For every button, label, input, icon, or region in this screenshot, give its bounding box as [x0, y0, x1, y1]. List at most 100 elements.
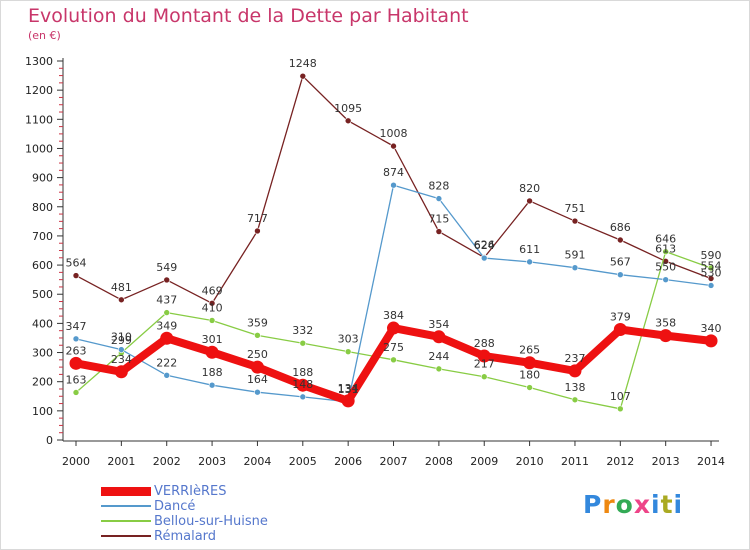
logo-letter: t — [660, 490, 674, 519]
data-point — [526, 197, 533, 205]
data-label: 299 — [111, 334, 132, 347]
data-point — [659, 329, 673, 343]
data-point — [662, 248, 669, 255]
data-label: 134 — [338, 382, 359, 395]
data-label: 613 — [655, 242, 676, 255]
data-label: 163 — [66, 373, 87, 386]
data-label: 626 — [474, 238, 495, 251]
legend-label: Rémalard — [154, 529, 217, 544]
data-point — [254, 227, 261, 235]
data-label: 347 — [66, 320, 87, 333]
y-tick-label: 1000 — [25, 142, 53, 155]
logo-letter: i — [673, 490, 684, 519]
data-label: 828 — [428, 180, 449, 193]
data-label: 549 — [156, 261, 177, 274]
data-point — [571, 396, 579, 404]
x-tick-label: 2002 — [153, 455, 181, 468]
data-label: 340 — [701, 322, 722, 335]
data-label: 301 — [202, 333, 223, 346]
data-label: 263 — [66, 344, 87, 357]
logo-letter: r — [602, 490, 616, 519]
data-point — [163, 371, 171, 379]
data-point — [390, 181, 397, 189]
y-tick-label: 1100 — [25, 113, 53, 126]
y-tick-label: 100 — [32, 405, 53, 418]
x-tick-label: 2004 — [243, 455, 271, 468]
data-point — [617, 405, 624, 413]
x-tick-label: 2007 — [380, 455, 408, 468]
x-tick-label: 2014 — [697, 455, 725, 468]
data-label: 303 — [338, 333, 359, 346]
data-point — [432, 330, 446, 344]
x-tick-label: 2000 — [62, 455, 90, 468]
x-tick-label: 2001 — [107, 455, 135, 468]
data-point — [480, 373, 488, 381]
y-tick-label: 500 — [32, 288, 53, 301]
data-label: 751 — [564, 202, 585, 215]
data-point — [118, 346, 125, 353]
data-point — [526, 258, 533, 266]
data-point — [704, 334, 718, 348]
data-label: 715 — [428, 213, 449, 226]
data-point — [617, 271, 624, 278]
y-tick-label: 400 — [32, 317, 53, 330]
data-label: 646 — [655, 233, 676, 246]
data-point — [344, 348, 352, 355]
logo-letter: P — [583, 490, 603, 519]
data-label: 148 — [292, 378, 313, 391]
x-tick-label: 2010 — [516, 455, 544, 468]
data-label: 288 — [474, 337, 495, 350]
data-label: 265 — [519, 344, 540, 357]
x-tick-label: 2006 — [334, 455, 362, 468]
data-label: 564 — [66, 257, 87, 270]
legend-label: Dancé — [154, 499, 196, 514]
data-label: 469 — [202, 284, 223, 297]
x-tick-label: 2005 — [289, 455, 317, 468]
y-tick-label: 900 — [32, 172, 53, 185]
data-point — [344, 117, 352, 125]
x-tick-label: 2011 — [561, 455, 589, 468]
legend-item: Dancé — [101, 499, 351, 514]
data-label: 820 — [519, 182, 540, 195]
data-point — [480, 254, 488, 262]
data-label: 481 — [111, 281, 132, 294]
data-point — [72, 272, 80, 279]
data-label: 237 — [564, 352, 585, 365]
data-label: 591 — [564, 249, 585, 262]
data-label: 354 — [428, 318, 449, 331]
data-point — [296, 378, 310, 392]
logo-letter: o — [615, 490, 634, 519]
data-label: 624 — [474, 239, 495, 252]
data-point — [435, 228, 443, 235]
data-label: 107 — [610, 390, 631, 403]
x-tick-label: 2013 — [652, 455, 680, 468]
data-label: 275 — [383, 341, 404, 354]
data-label: 349 — [156, 319, 177, 332]
data-point — [250, 360, 264, 374]
data-point — [254, 332, 261, 339]
data-label: 567 — [610, 256, 631, 269]
y-tick-label: 200 — [32, 376, 53, 389]
data-label: 180 — [519, 369, 540, 382]
data-point — [114, 365, 128, 379]
x-tick-label: 2012 — [606, 455, 634, 468]
legend-swatch — [101, 520, 151, 522]
data-label: 332 — [292, 324, 313, 337]
data-point — [435, 195, 443, 202]
data-label: 359 — [247, 316, 268, 329]
legend-label: Bellou-sur-Huisne — [154, 514, 268, 529]
data-label: 874 — [383, 166, 404, 179]
y-tick-label: 300 — [32, 347, 53, 360]
data-point — [299, 339, 307, 347]
data-label: 244 — [428, 350, 449, 363]
data-label: 250 — [247, 348, 268, 361]
data-label: 530 — [701, 266, 722, 279]
legend-swatch — [101, 486, 151, 496]
data-point — [205, 345, 219, 359]
data-point — [163, 276, 171, 284]
data-label: 1095 — [334, 102, 362, 115]
data-label: 1248 — [289, 57, 317, 70]
data-label: 217 — [474, 358, 495, 371]
data-point — [613, 323, 627, 337]
data-point — [254, 388, 261, 396]
